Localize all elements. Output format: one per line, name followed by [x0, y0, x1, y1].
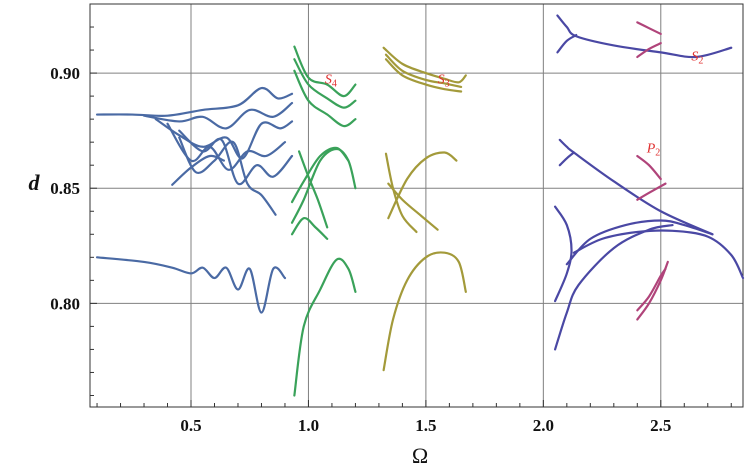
y-tick-label-2: 0.90	[50, 64, 80, 83]
series-curve-17	[384, 53, 463, 88]
x-tick-label-3: 2.0	[533, 416, 554, 435]
series-curve-23	[556, 14, 733, 59]
series-curve-9	[293, 58, 357, 109]
annotation-3: P2	[646, 142, 661, 159]
grid	[90, 4, 743, 407]
series-curve-0	[95, 86, 294, 117]
series-curve-4	[178, 129, 294, 186]
series-curve-3	[166, 122, 287, 171]
series-curve-32	[636, 42, 662, 59]
series-curve-20	[387, 182, 439, 231]
annotation-2: S2	[691, 49, 703, 66]
series-curve-33	[636, 154, 662, 181]
x-tick-label-4: 2.5	[650, 416, 671, 435]
plot-frame	[89, 3, 744, 408]
plot-border	[89, 3, 744, 408]
series-curve-13	[290, 216, 329, 240]
series-curve-36	[636, 267, 667, 312]
annotation-1: S3	[438, 72, 450, 89]
series-curve-6	[171, 154, 225, 186]
series-curve-29	[572, 229, 745, 280]
series-curve-27	[553, 205, 573, 303]
annotation-0: S4	[325, 72, 337, 89]
series-curve-5	[178, 136, 277, 216]
series-curve-34	[636, 182, 667, 201]
series-curve-18	[384, 58, 463, 93]
series-curve-22	[382, 251, 467, 372]
series-curve-24	[556, 33, 578, 54]
x-tick-label-2: 1.5	[415, 416, 436, 435]
annotations: S4 S3 S2 P2	[325, 49, 703, 158]
ticks	[90, 3, 732, 407]
series-curve-2	[154, 118, 294, 160]
x-axis-label: Ω	[412, 443, 428, 468]
series-curve-30	[553, 223, 674, 351]
series-curve-12	[290, 146, 350, 204]
series-curve-16	[382, 46, 467, 84]
series-curve-21	[387, 151, 458, 220]
y-tick-label-0: 0.80	[50, 294, 80, 313]
series-curve-31	[636, 21, 662, 36]
series-curve-7	[95, 256, 287, 314]
tick-labels: 0.5 1.0 1.5 2.0 2.5 0.80 0.85 0.90	[50, 64, 671, 435]
series-curve-15	[293, 257, 357, 397]
x-tick-label-0: 0.5	[180, 416, 201, 435]
series-curve-10	[293, 69, 357, 128]
x-tick-label-1: 1.0	[298, 416, 319, 435]
plot-background	[90, 4, 743, 407]
series-curve-28	[565, 219, 714, 266]
series-curve-25	[558, 138, 714, 236]
series-curve-26	[558, 151, 575, 167]
y-axis-label: d	[29, 170, 41, 195]
series-curve-11	[290, 147, 357, 224]
series-curve-1	[142, 101, 294, 130]
series-curve-14	[297, 150, 329, 229]
series-curve-8	[293, 45, 357, 98]
series-curve-19	[384, 152, 418, 234]
curves	[95, 14, 745, 397]
y-tick-label-1: 0.85	[50, 179, 80, 198]
